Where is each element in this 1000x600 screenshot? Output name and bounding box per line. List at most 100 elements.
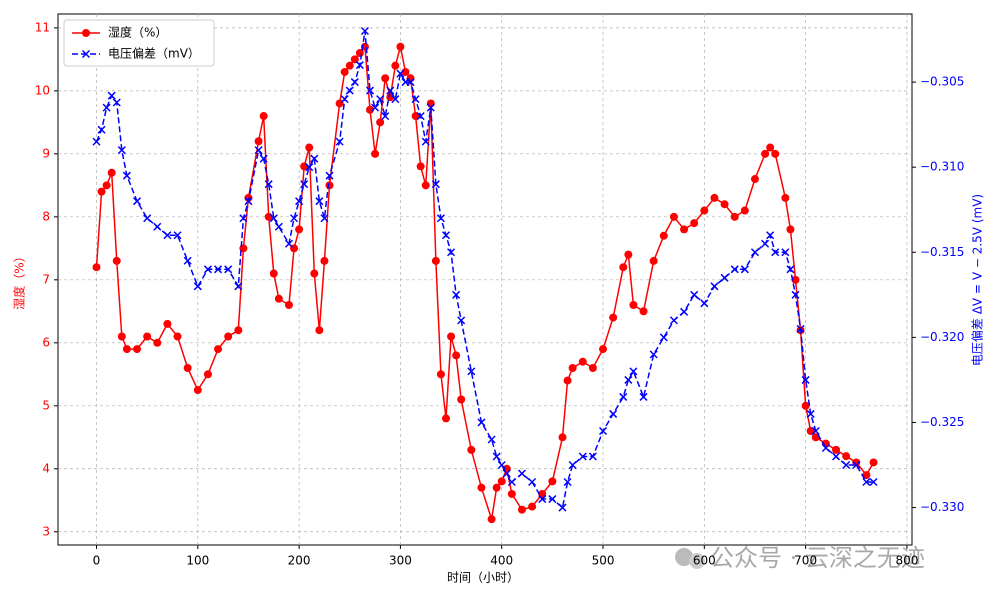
marker <box>786 265 795 274</box>
marker <box>117 146 126 155</box>
marker <box>558 433 567 442</box>
x-tick-label: 300 <box>389 554 412 568</box>
marker <box>284 301 293 310</box>
marker <box>730 265 739 274</box>
marker <box>467 445 476 454</box>
y2-tick-label: −0.330 <box>920 500 964 514</box>
marker <box>796 324 805 333</box>
marker <box>619 263 628 272</box>
marker <box>173 332 182 341</box>
legend-label: 电压偏差（mV） <box>108 46 200 61</box>
marker <box>629 301 638 310</box>
marker <box>842 452 851 461</box>
marker <box>290 214 299 223</box>
marker <box>320 214 329 223</box>
marker <box>153 338 162 347</box>
marker <box>426 99 435 108</box>
marker <box>436 214 445 223</box>
marker <box>457 395 466 404</box>
marker <box>624 250 633 259</box>
marker <box>766 231 775 240</box>
marker <box>133 345 142 354</box>
y-tick-label: 7 <box>42 272 50 286</box>
marker <box>869 477 878 487</box>
marker <box>487 435 496 444</box>
marker <box>467 367 476 376</box>
marker <box>365 86 375 95</box>
marker <box>391 95 400 104</box>
marker <box>224 332 233 341</box>
x-tick-label: 100 <box>186 554 209 568</box>
marker <box>791 290 800 299</box>
marker <box>629 367 638 376</box>
marker <box>528 502 537 511</box>
marker <box>538 489 547 498</box>
marker <box>598 426 608 436</box>
legend-label: 湿度（%） <box>108 25 167 40</box>
marker <box>750 248 760 257</box>
marker <box>163 231 172 240</box>
y-tick-label: 10 <box>35 83 50 97</box>
marker <box>831 452 841 461</box>
marker <box>710 193 719 202</box>
marker <box>680 225 689 234</box>
marker <box>669 212 678 221</box>
y2-tick-label: −0.315 <box>920 245 964 259</box>
y2-axis-label: 电压偏差 ΔV = V − 2.5V (mV) <box>970 194 985 366</box>
grid <box>58 14 912 545</box>
marker <box>649 256 658 265</box>
marker <box>659 231 668 240</box>
marker <box>497 460 506 470</box>
marker <box>345 86 354 95</box>
legend-marker <box>82 29 90 37</box>
marker <box>599 345 608 354</box>
marker <box>300 180 309 189</box>
marker <box>234 282 243 291</box>
marker <box>426 103 435 112</box>
marker <box>771 149 780 158</box>
marker <box>781 248 790 257</box>
marker <box>507 477 516 487</box>
marker <box>578 357 587 366</box>
marker <box>269 214 278 223</box>
marker <box>203 265 212 274</box>
marker <box>112 256 121 265</box>
marker <box>720 200 729 209</box>
marker <box>360 26 369 36</box>
marker <box>502 469 511 478</box>
marker <box>720 273 729 282</box>
marker <box>254 137 263 146</box>
marker <box>143 332 152 341</box>
marker <box>259 112 268 121</box>
marker <box>254 146 263 155</box>
marker <box>700 206 709 215</box>
marker <box>801 375 810 384</box>
marker <box>320 256 329 265</box>
marker <box>214 345 223 354</box>
marker <box>852 460 861 470</box>
marker <box>740 265 749 274</box>
legend-box <box>63 19 215 67</box>
marker <box>416 112 425 121</box>
marker <box>224 265 233 274</box>
marker <box>214 265 223 274</box>
marker <box>366 105 375 114</box>
series-line <box>95 30 874 509</box>
marker <box>396 42 405 51</box>
marker <box>578 452 587 461</box>
x-axis-label: 时间（小时） <box>447 571 519 585</box>
marker <box>234 326 243 335</box>
marker <box>107 168 116 177</box>
marker <box>122 345 131 354</box>
marker <box>447 332 456 341</box>
marker <box>710 282 719 291</box>
marker <box>274 222 283 231</box>
marker <box>411 95 420 104</box>
marker <box>315 326 324 335</box>
marker <box>381 74 390 83</box>
marker <box>639 307 648 316</box>
marker <box>132 197 142 206</box>
marker <box>97 187 106 196</box>
marker <box>477 483 486 492</box>
marker <box>193 282 202 291</box>
